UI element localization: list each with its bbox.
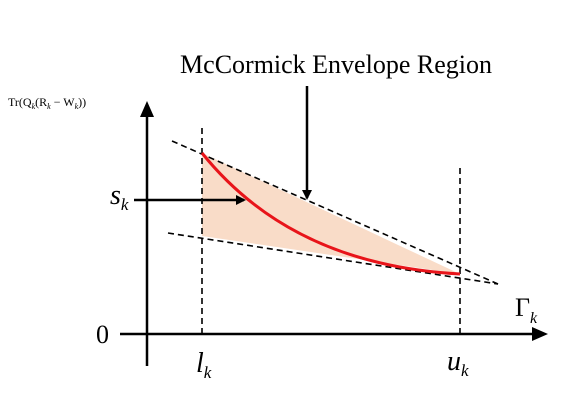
point-label: sk bbox=[110, 180, 129, 214]
upper-bound-label: uk bbox=[447, 346, 469, 380]
y-axis-arrowhead bbox=[140, 101, 154, 117]
x-axis-arrowhead bbox=[532, 327, 548, 341]
origin-label: 0 bbox=[96, 320, 109, 349]
diagram-title: McCormick Envelope Region bbox=[180, 50, 492, 79]
lower-envelope-line bbox=[167, 232, 499, 285]
y-axis-label: Tr(Qk(Rk − Wk)) bbox=[8, 95, 86, 111]
function-curve bbox=[200, 152, 461, 276]
lower-bound-label: lk bbox=[196, 348, 212, 382]
x-axis-label: Γk bbox=[515, 293, 538, 327]
